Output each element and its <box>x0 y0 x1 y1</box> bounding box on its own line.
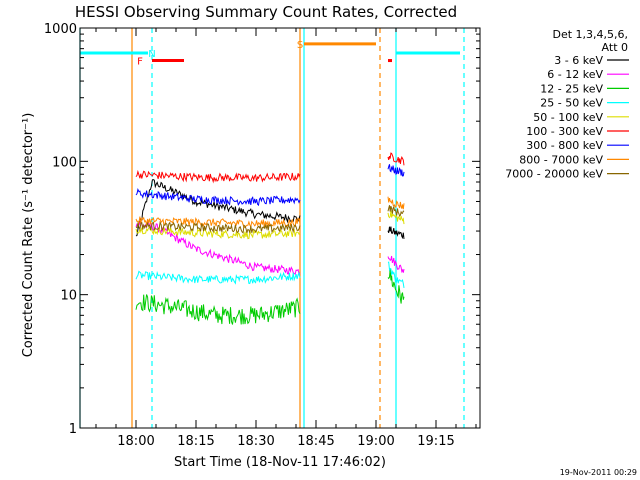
vertical-markers <box>79 28 465 428</box>
legend-entry-label: 50 - 100 keV <box>533 111 603 124</box>
y-axis-label: Corrected Count Rate (s⁻¹ detector⁻¹) <box>21 113 36 358</box>
footer-timestamp: 19-Nov-2011 00:29 <box>560 468 637 477</box>
x-tick-label: 18:45 <box>297 434 334 449</box>
plot-frame <box>79 27 481 429</box>
legend-entry-label: 100 - 300 keV <box>526 125 603 138</box>
y-tick-label: 100 <box>52 155 77 170</box>
state-bar-label: F <box>137 57 143 68</box>
series-line <box>387 164 405 177</box>
legend-entry-label: 12 - 25 keV <box>540 82 603 95</box>
series-line <box>135 220 301 234</box>
series-line <box>387 226 405 240</box>
series-line <box>387 152 405 166</box>
legend-entry-label: 3 - 6 keV <box>554 54 603 67</box>
x-tick-label: 18:30 <box>237 434 274 449</box>
series-line <box>387 255 405 274</box>
legend-entry-label: 25 - 50 keV <box>540 97 603 110</box>
series-line <box>387 205 405 217</box>
state-bar-label: N <box>148 49 155 60</box>
legend-entry-label: 6 - 12 keV <box>547 68 603 81</box>
legend-entry-label: 7000 - 20000 keV <box>505 168 603 181</box>
series-line <box>135 226 301 240</box>
state-bar-label: S <box>297 40 303 51</box>
series-line <box>387 210 405 225</box>
series-line <box>135 270 301 285</box>
axes: 1 10 100 1000 18:00 18:15 18:30 18:45 19:00 19:15 <box>44 22 480 449</box>
series-line <box>387 268 405 304</box>
legend-entry-label: 800 - 7000 keV <box>519 153 603 166</box>
legend-entry-label: 300 - 800 keV <box>526 139 603 152</box>
x-tick-label: 18:00 <box>117 434 154 449</box>
y-tick-label: 10 <box>60 289 77 304</box>
chart-title: HESSI Observing Summary Count Rates, Cor… <box>75 3 457 21</box>
series-line <box>387 196 405 210</box>
x-tick-label: 19:00 <box>357 434 394 449</box>
series-line <box>135 179 301 237</box>
x-tick-label: 19:15 <box>417 434 454 449</box>
legend-title-line: Det 1,3,4,5,6, <box>552 28 628 41</box>
series-line <box>135 294 301 325</box>
series-line <box>135 187 301 207</box>
series-line <box>135 169 301 184</box>
y-tick-label: 1000 <box>44 22 77 37</box>
y-tick-label: 1 <box>69 422 77 437</box>
series-line <box>387 261 405 288</box>
series-line <box>135 221 301 276</box>
x-axis-label: Start Time (18-Nov-11 17:46:02) <box>174 455 386 470</box>
series-line <box>135 216 301 229</box>
x-tick-label: 18:15 <box>177 434 214 449</box>
series-lines <box>135 152 405 325</box>
legend-title-line: Att 0 <box>602 41 628 54</box>
state-bars: NF S <box>80 40 460 68</box>
